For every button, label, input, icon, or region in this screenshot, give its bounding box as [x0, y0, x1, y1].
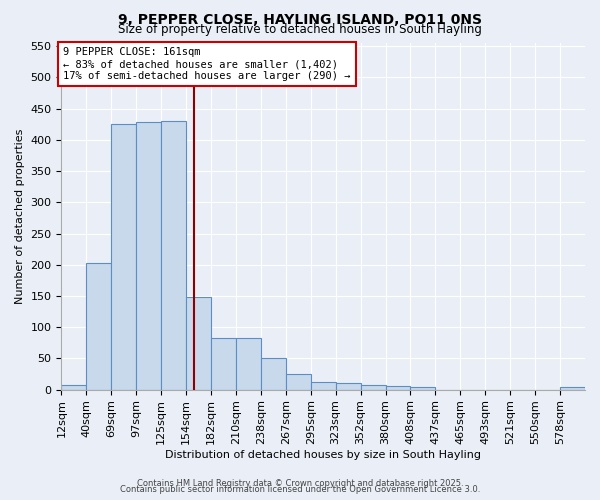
Bar — [161, 121, 186, 390]
Text: Contains HM Land Registry data © Crown copyright and database right 2025.: Contains HM Land Registry data © Crown c… — [137, 478, 463, 488]
Bar — [335, 384, 361, 390]
Text: 9, PEPPER CLOSE, HAYLING ISLAND, PO11 0NS: 9, PEPPER CLOSE, HAYLING ISLAND, PO11 0N… — [118, 12, 482, 26]
Bar — [111, 124, 136, 390]
Bar — [386, 386, 410, 390]
Bar — [311, 382, 335, 390]
Text: Size of property relative to detached houses in South Hayling: Size of property relative to detached ho… — [118, 22, 482, 36]
Bar — [236, 338, 261, 390]
Bar — [61, 384, 86, 390]
Bar — [211, 338, 236, 390]
Bar — [261, 358, 286, 390]
Bar — [286, 374, 311, 390]
Bar — [136, 122, 161, 390]
Bar — [410, 387, 436, 390]
Text: Contains public sector information licensed under the Open Government Licence 3.: Contains public sector information licen… — [120, 485, 480, 494]
Y-axis label: Number of detached properties: Number of detached properties — [15, 128, 25, 304]
Bar — [560, 387, 585, 390]
Bar — [86, 263, 111, 390]
Text: 9 PEPPER CLOSE: 161sqm
← 83% of detached houses are smaller (1,402)
17% of semi-: 9 PEPPER CLOSE: 161sqm ← 83% of detached… — [63, 48, 350, 80]
X-axis label: Distribution of detached houses by size in South Hayling: Distribution of detached houses by size … — [165, 450, 481, 460]
Bar — [361, 386, 386, 390]
Bar — [186, 298, 211, 390]
